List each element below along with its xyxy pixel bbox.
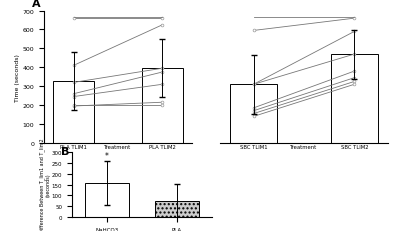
Y-axis label: Time (seconds): Time (seconds) <box>15 54 20 101</box>
Bar <box>154 201 199 217</box>
Bar <box>85 183 130 217</box>
Y-axis label: Difference Between T_lim1 and T_lim2
(seconds): Difference Between T_lim1 and T_lim2 (se… <box>39 138 50 231</box>
Bar <box>142 69 183 143</box>
Bar <box>331 55 378 143</box>
Text: B: B <box>61 146 69 156</box>
Bar <box>53 82 94 143</box>
Bar <box>230 85 277 143</box>
Text: A: A <box>32 0 41 9</box>
Text: *: * <box>105 152 109 161</box>
